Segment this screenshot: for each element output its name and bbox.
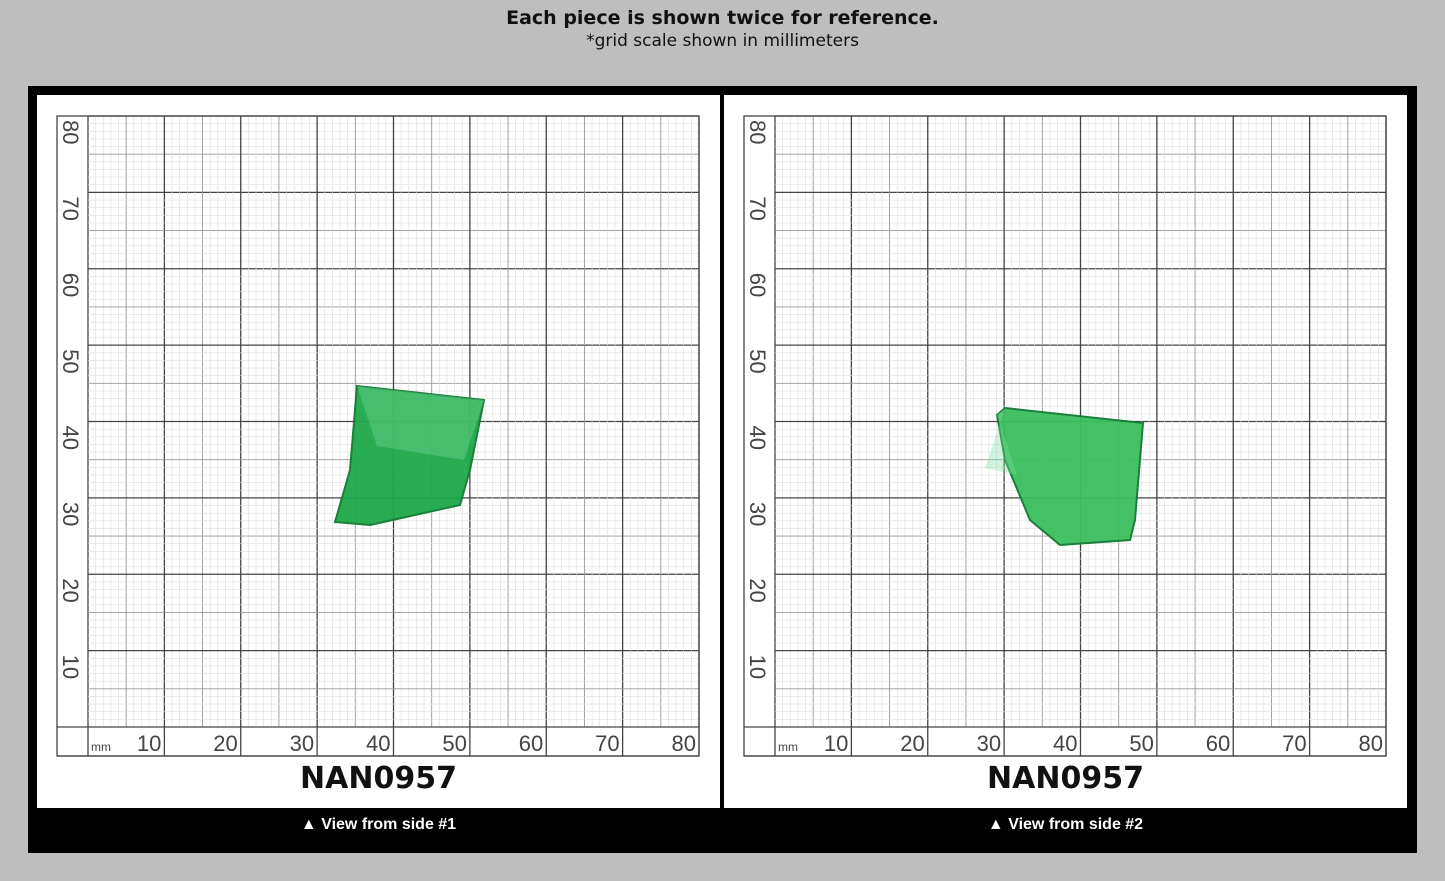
x-tick-label: 60: [1206, 731, 1230, 756]
x-tick-label: 70: [1282, 731, 1306, 756]
gem-highlight: [985, 408, 1017, 475]
gem-highlight: [357, 386, 484, 460]
grid-paper: mm 10 20 30 40 50 60 70 80 10 20 30 40 50 60 70 80: [56, 115, 700, 757]
y-tick-label: 70: [745, 196, 770, 220]
unit-label: mm: [91, 740, 111, 754]
caption-side-1: ▲ View from side #1: [300, 816, 457, 833]
grid-paper: mm 10 20 30 40 50 60 70 80 10 20 30 40 50 60 70 80: [743, 115, 1387, 757]
unit-label: mm: [778, 740, 798, 754]
header-subtitle: *grid scale shown in millimeters: [586, 31, 859, 51]
x-tick-label: 20: [900, 731, 924, 756]
product-code: NAN0957: [987, 761, 1144, 796]
x-tick-label: 80: [1359, 731, 1383, 756]
y-tick-label: 30: [745, 502, 770, 526]
header: Each piece is shown twice for reference.…: [0, 6, 1445, 52]
header-title: Each piece is shown twice for reference.: [506, 7, 939, 29]
gemstone-glass-piece: [333, 384, 486, 527]
product-code: NAN0957: [300, 761, 457, 796]
panel-side-1: mm 10 20 30 40 50 60 70 80 10 20 30 40 50 60 70 80 NAN09…: [37, 95, 720, 808]
y-tick-label: 30: [58, 502, 83, 526]
y-tick-label: 50: [58, 349, 83, 373]
x-tick-label: 10: [137, 731, 161, 756]
caption-side-2: ▲ View from side #2: [987, 816, 1144, 833]
x-tick-label: 70: [595, 731, 619, 756]
panel-side-2: mm 10 20 30 40 50 60 70 80 10 20 30 40 50 60 70 80 NAN09…: [724, 95, 1407, 808]
x-tick-label: 30: [977, 731, 1001, 756]
y-tick-label: 20: [745, 578, 770, 602]
y-tick-label: 60: [58, 273, 83, 297]
x-tick-label: 80: [672, 731, 696, 756]
y-tick-label: 10: [58, 655, 83, 679]
y-tick-label: 60: [745, 273, 770, 297]
x-tick-label: 40: [1053, 731, 1077, 756]
y-tick-label: 80: [58, 120, 83, 144]
x-tick-label: 10: [824, 731, 848, 756]
y-tick-label: 40: [745, 426, 770, 450]
y-tick-label: 20: [58, 578, 83, 602]
gemstone-glass-piece: [995, 406, 1145, 547]
x-tick-label: 50: [1129, 731, 1153, 756]
x-tick-label: 50: [442, 731, 466, 756]
y-tick-label: 10: [745, 655, 770, 679]
x-tick-label: 30: [290, 731, 314, 756]
y-tick-label: 80: [745, 120, 770, 144]
x-tick-label: 60: [519, 731, 543, 756]
y-tick-label: 50: [745, 349, 770, 373]
x-tick-label: 20: [213, 731, 237, 756]
y-tick-label: 40: [58, 426, 83, 450]
x-tick-label: 40: [366, 731, 390, 756]
y-tick-label: 70: [58, 196, 83, 220]
